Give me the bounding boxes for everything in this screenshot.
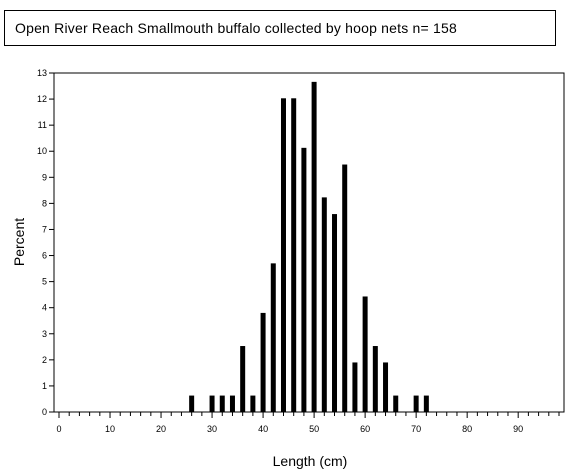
bar-36 [240,346,246,412]
plot-frame [53,72,565,413]
chart-axes [53,72,565,413]
y-tick-label: 5 [42,277,47,287]
bar-70 [413,395,419,412]
x-tick-label: 70 [411,424,421,434]
chart-title-box: Open River Reach Smallmouth buffalo coll… [4,10,556,46]
bar-26 [189,395,195,412]
bar-64 [383,362,389,412]
x-tick-label: 40 [258,424,268,434]
bar-30 [209,395,215,412]
bar-32 [219,395,225,412]
x-tick-label: 60 [360,424,370,434]
y-tick-label: 9 [42,172,47,182]
x-tick-label: 20 [156,424,166,434]
y-tick-label: 0 [42,407,47,417]
x-tick-label: 80 [462,424,472,434]
y-tick-label: 11 [38,120,47,130]
bars-group [189,81,429,413]
bar-42 [270,263,276,412]
bar-38 [250,395,256,412]
y-tick-label: 4 [42,303,47,313]
y-tick-label: 6 [42,251,47,261]
bar-50 [311,81,317,413]
bar-44 [280,98,286,412]
bar-60 [362,296,368,412]
x-axis-ticks: 0 10 20 30 40 50 60 70 80 90 [56,412,560,434]
bar-46 [291,98,297,412]
y-tick-label: 13 [37,68,47,78]
chart-title: Open River Reach Smallmouth buffalo coll… [15,20,457,36]
y-tick-label: 10 [37,146,47,156]
bar-48 [301,147,307,413]
y-tick-label: 12 [37,94,47,104]
y-tick-label: 3 [42,329,47,339]
bar-34 [229,395,235,412]
bar-54 [332,214,338,412]
y-tick-label: 2 [42,355,47,365]
x-tick-label: 10 [105,424,115,434]
bar-40 [260,312,266,412]
bar-52 [321,197,327,412]
bar-66 [393,395,399,412]
y-tick-label: 7 [42,224,47,234]
x-tick-label: 30 [207,424,217,434]
x-tick-label: 0 [56,424,61,434]
x-tick-label: 50 [309,424,319,434]
bar-56 [342,164,348,412]
y-tick-label: 1 [42,381,47,391]
bar-72 [423,395,429,412]
x-tick-label: 90 [513,424,523,434]
y-axis-label: Percent [11,218,27,266]
y-tick-label: 8 [42,198,47,208]
x-axis-label: Length (cm) [273,453,348,469]
bar-58 [352,362,358,412]
bar-62 [372,346,378,412]
